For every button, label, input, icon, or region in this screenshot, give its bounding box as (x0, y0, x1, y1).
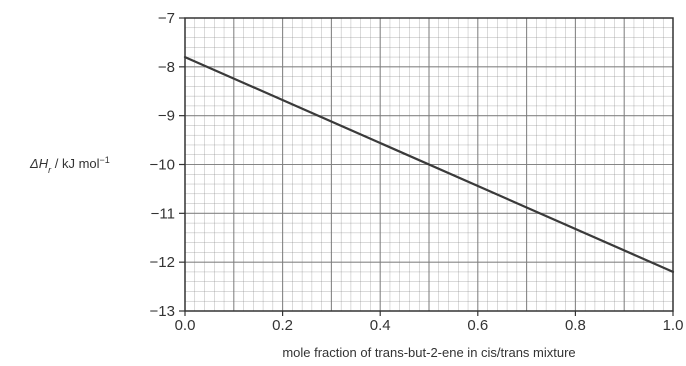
y-axis-label-exponent: −1 (100, 155, 110, 165)
y-tick-label: −10 (150, 157, 175, 174)
y-tick-label: −13 (150, 303, 175, 320)
y-tick-label: −9 (158, 108, 175, 125)
x-tick-label: 0.2 (272, 317, 293, 334)
y-axis-label-symbol: ΔH (29, 156, 49, 171)
y-tick-label: −7 (158, 10, 175, 27)
x-tick-label: 1.0 (663, 317, 684, 334)
series-line (183, 55, 675, 273)
series-layer (183, 55, 675, 273)
x-tick-label: 0.6 (467, 317, 488, 334)
y-tick-label: −11 (151, 205, 175, 222)
y-axis-label: ΔHr / kJ mol−1 (29, 155, 110, 175)
y-tick-labels: −7 −8 −9 −10 −11 −12 −13 (150, 10, 185, 320)
x-tick-label: 0.0 (175, 317, 196, 334)
y-tick-label: −12 (150, 254, 175, 271)
y-axis-label-units: / kJ mol (51, 156, 100, 171)
x-tick-label: 0.4 (370, 317, 391, 334)
x-tick-labels: 0.0 0.2 0.4 0.6 0.8 1.0 (175, 311, 684, 334)
y-tick-label: −8 (158, 59, 175, 76)
y-axis-label-subscript: r (48, 165, 52, 175)
x-tick-label: 0.8 (565, 317, 586, 334)
grid-major (185, 18, 673, 311)
x-axis-label: mole fraction of trans-but-2-ene in cis/… (282, 345, 575, 360)
